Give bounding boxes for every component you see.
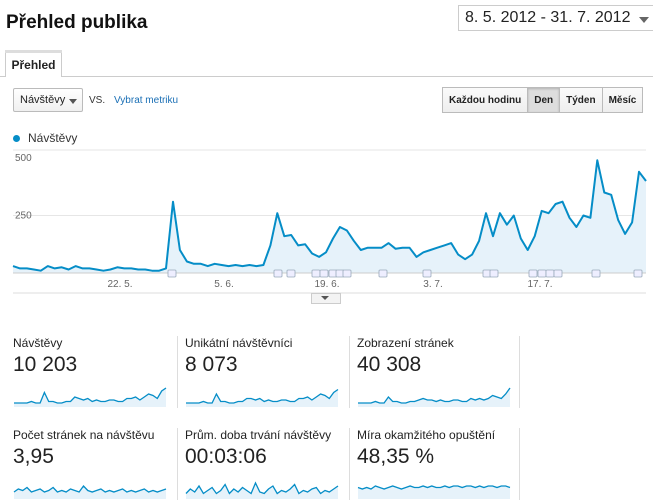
sparkline-line bbox=[358, 387, 511, 404]
metric-value: 48,35 % bbox=[357, 445, 435, 468]
hourly-button[interactable]: Každou hodinu bbox=[442, 87, 529, 113]
metric-label: Prům. doba trvání návštěvy bbox=[185, 428, 332, 442]
sparkline-line bbox=[14, 387, 167, 404]
metric-tile[interactable]: Zobrazení stránek 40 308 bbox=[357, 336, 522, 408]
metric-value: 00:03:06 bbox=[185, 445, 267, 468]
metric-tile[interactable]: Míra okamžitého opuštění 48,35 % bbox=[357, 428, 522, 500]
sparkline-area bbox=[14, 486, 166, 499]
annotation-marker-icon bbox=[489, 269, 499, 278]
chevron-down-icon bbox=[69, 99, 77, 104]
sparkline-area bbox=[14, 388, 166, 407]
date-range-picker[interactable]: 8. 5. 2012 - 31. 7. 2012 bbox=[458, 5, 653, 31]
x-tick-label: 5. 6. bbox=[214, 279, 233, 290]
metric-label: Míra okamžitého opuštění bbox=[357, 428, 496, 442]
annotation-marker-icon bbox=[342, 269, 352, 278]
annotation-marker-icon bbox=[273, 269, 283, 278]
series-area bbox=[13, 160, 646, 273]
metric-value: 8 073 bbox=[185, 353, 238, 376]
metric-label: Počet stránek na návštěvu bbox=[13, 428, 155, 442]
vs-label: VS. bbox=[89, 95, 106, 106]
day-button[interactable]: Den bbox=[527, 87, 561, 113]
sparkline bbox=[358, 387, 511, 407]
series-line bbox=[12, 159, 647, 272]
annotation-marker-icon bbox=[528, 269, 538, 278]
tile-separator bbox=[349, 336, 350, 408]
sparkline-line bbox=[185, 481, 339, 495]
annotation-marker-icon bbox=[633, 269, 643, 278]
sparkline-area bbox=[186, 389, 338, 407]
metric-select-value: Návštěvy bbox=[20, 94, 66, 106]
date-range-text: 8. 5. 2012 - 31. 7. 2012 bbox=[465, 9, 631, 26]
metric-tile[interactable]: Unikátní návštěvníci 8 073 bbox=[185, 336, 350, 408]
annotation-marker-icon bbox=[319, 269, 329, 278]
metric-select[interactable]: Návštěvy bbox=[13, 88, 83, 112]
sparkline-area bbox=[186, 483, 338, 499]
annotation-marker-icon bbox=[167, 269, 177, 278]
metric-label: Návštěvy bbox=[13, 336, 63, 350]
y-tick-label: 250 bbox=[15, 211, 32, 222]
sparkline-area bbox=[358, 388, 510, 407]
tile-separator bbox=[519, 336, 520, 408]
sparkline-line bbox=[357, 485, 511, 490]
sparkline bbox=[357, 485, 511, 499]
metric-value: 10 203 bbox=[13, 353, 78, 376]
tile-separator bbox=[349, 428, 350, 500]
page-title: Přehled publika bbox=[6, 12, 148, 33]
select-metric-link[interactable]: Vybrat metriku bbox=[114, 95, 179, 106]
x-tick-label: 3. 7. bbox=[423, 279, 442, 290]
annotation-marker-icon bbox=[537, 269, 547, 278]
annotation-marker-icon bbox=[545, 269, 555, 278]
week-button[interactable]: Týden bbox=[559, 87, 603, 113]
y-tick-label: 500 bbox=[15, 153, 32, 164]
chevron-down-icon[interactable] bbox=[639, 17, 649, 23]
annotation-marker-icon bbox=[591, 269, 601, 278]
expand-annotations-button[interactable] bbox=[311, 293, 341, 304]
chart-legend: Návštěvy bbox=[13, 131, 77, 145]
sparkline bbox=[186, 388, 339, 407]
tab-overview[interactable]: Přehled bbox=[5, 50, 62, 77]
tab-divider bbox=[0, 76, 653, 77]
annotation-marker-icon bbox=[311, 269, 321, 278]
legend-label: Návštěvy bbox=[28, 131, 78, 145]
x-tick-label: 19. 6. bbox=[314, 279, 339, 290]
metric-value: 3,95 bbox=[13, 445, 54, 468]
sparkline-line bbox=[13, 484, 167, 493]
visits-chart[interactable]: 500 250 22. 5. 5. 6. 19. 6. 3. 7. 17. 7. bbox=[0, 142, 653, 297]
x-tick-label: 22. 5. bbox=[107, 279, 132, 290]
tile-separator bbox=[177, 336, 178, 408]
legend-dot-icon bbox=[13, 135, 20, 142]
tile-separator bbox=[519, 428, 520, 500]
metric-tile[interactable]: Návštěvy 10 203 bbox=[13, 336, 178, 408]
annotation-marker-icon bbox=[286, 269, 296, 278]
granularity-buttons: Každou hodinu Den Týden Měsíc bbox=[442, 87, 644, 113]
sparkline bbox=[13, 484, 167, 499]
annotation-marker-icon bbox=[422, 269, 432, 278]
sparkline bbox=[185, 481, 339, 499]
metric-label: Zobrazení stránek bbox=[357, 336, 454, 350]
annotation-marker-icon bbox=[378, 269, 388, 278]
x-tick-label: 17. 7. bbox=[527, 279, 552, 290]
annotation-marker-icon bbox=[553, 269, 563, 278]
sparkline-line bbox=[186, 388, 339, 404]
tile-separator bbox=[177, 428, 178, 500]
metric-tile[interactable]: Počet stránek na návštěvu 3,95 bbox=[13, 428, 178, 500]
month-button[interactable]: Měsíc bbox=[601, 87, 644, 113]
sparkline bbox=[14, 387, 167, 407]
metric-value: 40 308 bbox=[357, 353, 422, 376]
metric-label: Unikátní návštěvníci bbox=[185, 336, 293, 350]
sparkline-area bbox=[358, 486, 510, 499]
metric-tile[interactable]: Prům. doba trvání návštěvy 00:03:06 bbox=[185, 428, 350, 500]
